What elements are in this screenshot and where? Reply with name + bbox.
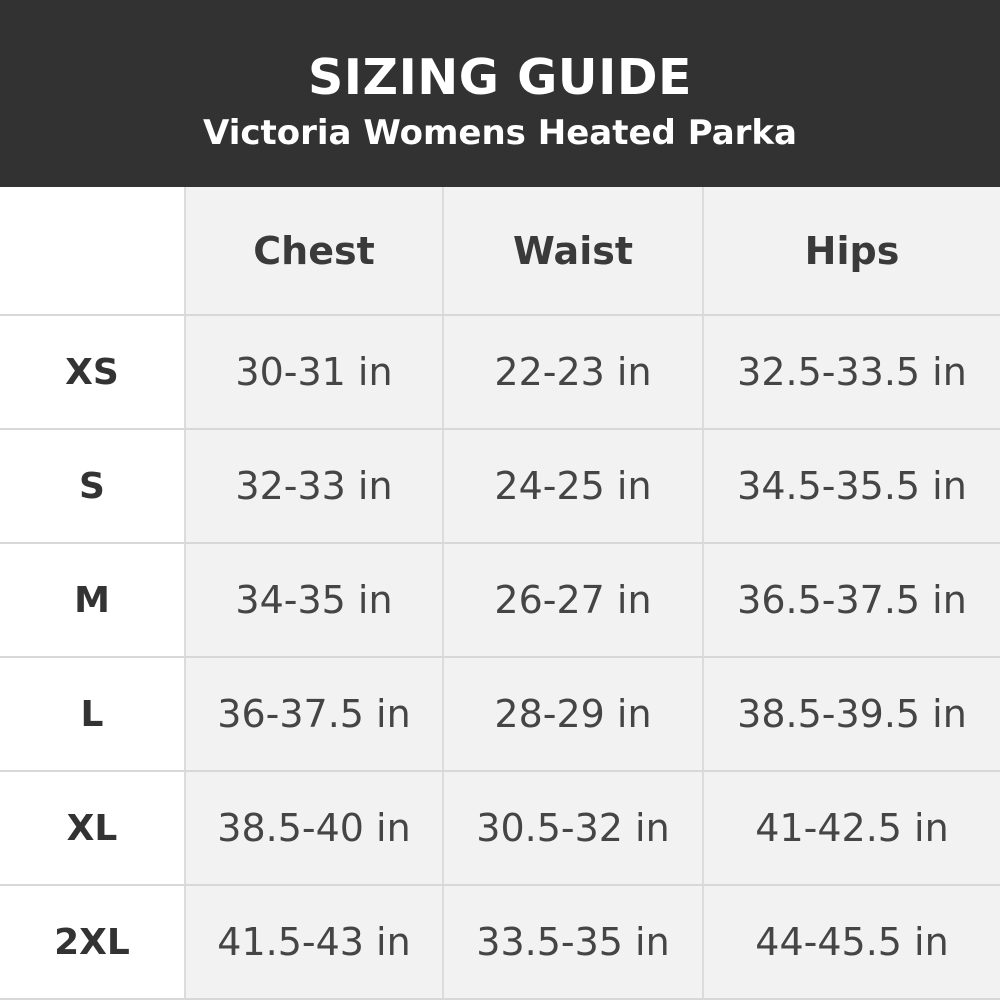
cell-xl-chest: 38.5-40 in (184, 771, 443, 886)
cell-2xl-hips: 44-45.5 in (702, 885, 1000, 1000)
table-row: 2XL 41.5-43 in 33.5-35 in 44-45.5 in (0, 885, 1000, 1000)
cell-l-hips: 38.5-39.5 in (702, 657, 1000, 772)
table-row: M 34-35 in 26-27 in 36.5-37.5 in (0, 543, 1000, 658)
cell-s-chest: 32-33 in (184, 429, 443, 544)
cell-2xl-chest: 41.5-43 in (184, 885, 443, 1000)
row-label-xs: XS (0, 315, 185, 430)
table-row: XL 38.5-40 in 30.5-32 in 41-42.5 in (0, 771, 1000, 886)
row-label-l: L (0, 657, 185, 772)
table-row: XS 30-31 in 22-23 in 32.5-33.5 in (0, 315, 1000, 430)
cell-xs-waist: 22-23 in (442, 315, 703, 430)
cell-m-waist: 26-27 in (442, 543, 703, 658)
cell-l-chest: 36-37.5 in (184, 657, 443, 772)
row-label-s: S (0, 429, 185, 544)
table-corner-cell (0, 187, 185, 316)
page-title: SIZING GUIDE (308, 49, 692, 107)
guide-header: SIZING GUIDE Victoria Womens Heated Park… (0, 0, 1000, 187)
cell-m-chest: 34-35 in (184, 543, 443, 658)
size-chart-table: Chest Waist Hips XS 30-31 in 22-23 in 32… (0, 187, 1000, 1000)
row-label-xl: XL (0, 771, 185, 886)
cell-s-hips: 34.5-35.5 in (702, 429, 1000, 544)
cell-xs-chest: 30-31 in (184, 315, 443, 430)
column-header-waist: Waist (442, 187, 703, 316)
cell-2xl-waist: 33.5-35 in (442, 885, 703, 1000)
cell-l-waist: 28-29 in (442, 657, 703, 772)
table-row: S 32-33 in 24-25 in 34.5-35.5 in (0, 429, 1000, 544)
product-subtitle: Victoria Womens Heated Parka (203, 112, 797, 153)
cell-xl-hips: 41-42.5 in (702, 771, 1000, 886)
table-row: L 36-37.5 in 28-29 in 38.5-39.5 in (0, 657, 1000, 772)
cell-xs-hips: 32.5-33.5 in (702, 315, 1000, 430)
table-header-row: Chest Waist Hips (0, 187, 1000, 316)
row-label-m: M (0, 543, 185, 658)
column-header-chest: Chest (184, 187, 443, 316)
cell-m-hips: 36.5-37.5 in (702, 543, 1000, 658)
cell-xl-waist: 30.5-32 in (442, 771, 703, 886)
cell-s-waist: 24-25 in (442, 429, 703, 544)
row-label-2xl: 2XL (0, 885, 185, 1000)
column-header-hips: Hips (702, 187, 1000, 316)
